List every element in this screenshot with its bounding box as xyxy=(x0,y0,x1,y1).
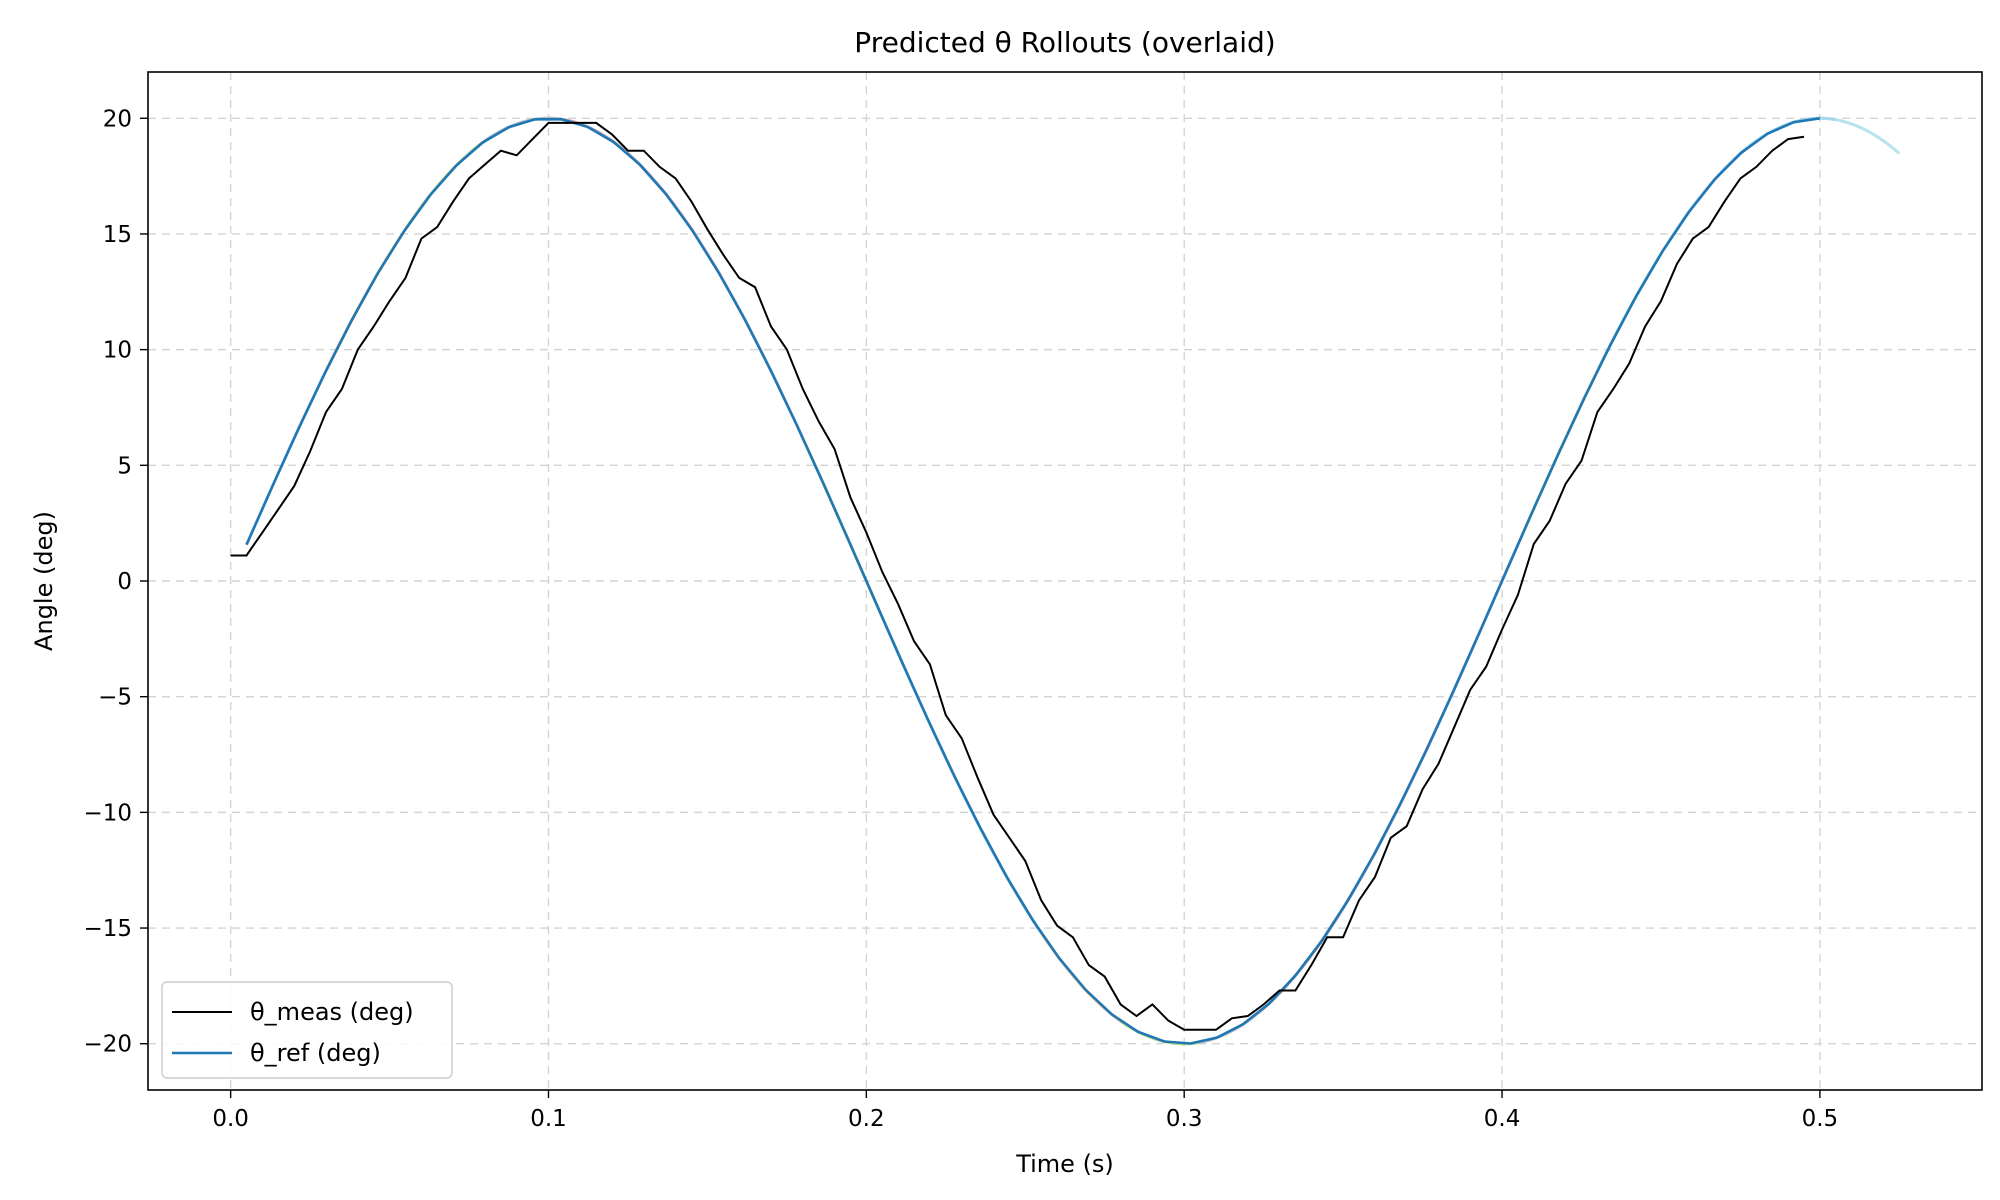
x-tick-label: 0.5 xyxy=(1802,1106,1839,1132)
chart-title: Predicted θ Rollouts (overlaid) xyxy=(854,26,1275,59)
legend: θ_meas (deg) θ_ref (deg) xyxy=(161,981,453,1079)
y-tick-label: 0 xyxy=(117,569,132,595)
y-tick-label: 5 xyxy=(117,453,132,479)
x-tick-label: 0.3 xyxy=(1166,1106,1203,1132)
y-tick-label: 15 xyxy=(103,222,132,248)
y-axis-label: Angle (deg) xyxy=(30,511,58,651)
series-lines xyxy=(230,117,1821,1045)
y-tick-label: −15 xyxy=(83,916,132,942)
series-line-theta-ref xyxy=(245,117,1821,1045)
grid xyxy=(148,72,1982,1090)
y-tick-label: −5 xyxy=(98,685,132,711)
y-tick-label: −20 xyxy=(83,1032,132,1058)
y-tick-label: 10 xyxy=(103,338,132,364)
y-tick-label: −10 xyxy=(83,800,132,826)
x-axis-label: Time (s) xyxy=(1015,1150,1114,1178)
x-tick-label: 0.1 xyxy=(530,1106,567,1132)
axis-ticks: 0.0 0.1 0.2 0.3 0.4 0.5 20 15 10 5 0 −5 −10 −15 −20 xyxy=(83,106,1838,1132)
x-tick-label: 0.2 xyxy=(848,1106,885,1132)
legend-label: θ_ref (deg) xyxy=(250,1039,381,1067)
legend-box xyxy=(161,981,453,1079)
x-tick-label: 0.4 xyxy=(1484,1106,1521,1132)
legend-label: θ_meas (deg) xyxy=(250,998,414,1026)
y-tick-label: 20 xyxy=(103,106,132,132)
x-tick-label: 0.0 xyxy=(212,1106,249,1132)
series-line-theta-meas xyxy=(230,121,1805,1031)
